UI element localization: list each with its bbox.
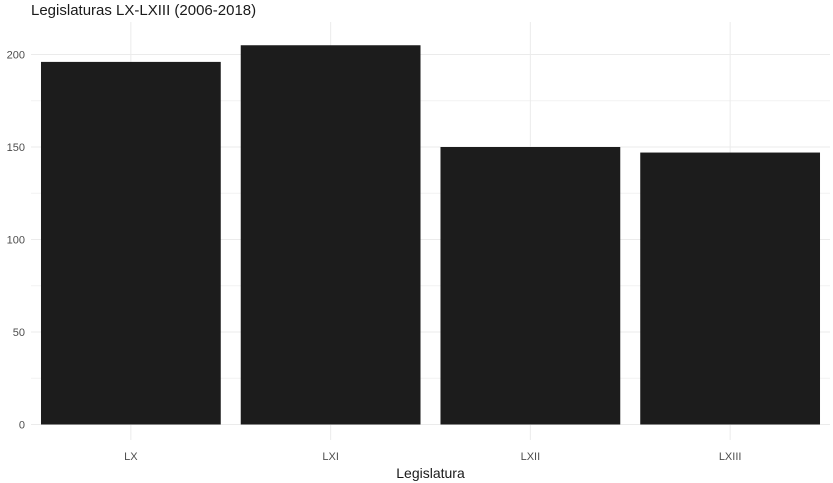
y-tick-label: 150 <box>7 142 25 154</box>
y-tick-label: 200 <box>7 50 25 62</box>
x-axis-title: Legislatura <box>396 465 465 481</box>
y-tick-label: 50 <box>13 327 25 339</box>
bar-lxii <box>440 147 621 425</box>
bar-lx <box>40 61 221 425</box>
y-tick-label: 100 <box>7 235 25 247</box>
x-tick-label: LXII <box>521 451 541 463</box>
y-tick-label: 0 <box>19 420 25 432</box>
bars <box>40 45 821 425</box>
chart-title: Legislaturas LX-LXIII (2006-2018) <box>31 2 257 19</box>
x-tick-label: LXI <box>322 451 339 463</box>
x-tick-label: LXIII <box>719 451 742 463</box>
bar-lxi <box>240 45 421 425</box>
y-axis-ticks: 0 50 100 150 200 <box>7 50 25 432</box>
x-axis-ticks: LX LXI LXII LXIII <box>124 451 741 463</box>
bar-lxiii <box>640 152 821 425</box>
x-tick-label: LX <box>124 451 138 463</box>
